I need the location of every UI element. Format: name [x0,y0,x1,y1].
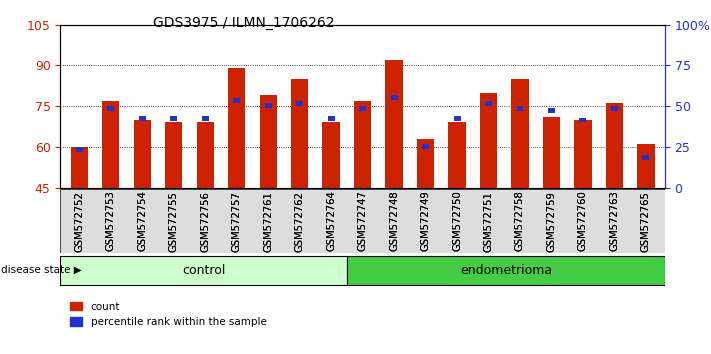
Bar [385,60,402,188]
Text: GSM572759: GSM572759 [547,191,557,252]
Bar [70,147,88,188]
Bar [454,116,461,121]
Text: GSM572753: GSM572753 [106,191,116,251]
Text: GSM572752: GSM572752 [75,191,85,252]
FancyBboxPatch shape [60,189,665,253]
Text: GSM572757: GSM572757 [232,191,242,252]
Bar [542,117,560,188]
Bar [171,116,177,121]
Text: GSM572765: GSM572765 [641,191,651,252]
Bar [643,155,649,160]
FancyBboxPatch shape [60,256,347,285]
Bar [291,79,309,188]
Bar [359,106,366,111]
Text: GSM572761: GSM572761 [263,191,273,252]
Bar [165,122,183,188]
Text: GSM572750: GSM572750 [452,191,462,251]
Text: GSM572750: GSM572750 [452,191,462,251]
Text: GSM572751: GSM572751 [483,191,493,252]
Text: GSM572753: GSM572753 [106,191,116,251]
Bar [323,122,340,188]
Text: GSM572747: GSM572747 [358,191,368,251]
Text: GSM572765: GSM572765 [641,191,651,252]
Text: GSM572748: GSM572748 [389,191,399,251]
Bar [390,95,397,100]
Bar [228,68,245,188]
Text: GSM572755: GSM572755 [169,191,178,252]
Bar [574,120,592,188]
Bar [76,147,82,152]
Text: GSM572752: GSM572752 [75,191,85,252]
Bar [637,144,655,188]
Text: GSM572764: GSM572764 [326,191,336,251]
Text: GSM572754: GSM572754 [137,191,147,251]
Bar [233,98,240,103]
Text: GSM572764: GSM572764 [326,191,336,251]
Text: GSM572762: GSM572762 [294,191,304,252]
Bar [328,116,335,121]
Bar [354,101,371,188]
Bar [422,144,429,149]
Bar [202,116,209,121]
Text: disease state ▶: disease state ▶ [1,265,82,275]
Bar [548,108,555,113]
Bar [102,101,119,188]
Bar [480,93,497,188]
Text: GSM572758: GSM572758 [515,191,525,251]
Text: GSM572760: GSM572760 [578,191,588,251]
Bar [516,106,523,111]
Bar [485,101,492,106]
Text: endometrioma: endometrioma [460,264,552,277]
Text: GSM572758: GSM572758 [515,191,525,251]
Bar [606,103,623,188]
Bar [511,79,529,188]
Bar [449,122,466,188]
Text: GSM572754: GSM572754 [137,191,147,251]
Bar [260,95,277,188]
Bar [417,139,434,188]
Text: control: control [182,264,225,277]
Text: GSM572756: GSM572756 [201,191,210,252]
Text: GDS3975 / ILMN_1706262: GDS3975 / ILMN_1706262 [153,16,334,30]
Text: GSM572756: GSM572756 [201,191,210,252]
Text: GSM572760: GSM572760 [578,191,588,251]
Text: GSM572761: GSM572761 [263,191,273,252]
Text: GSM572747: GSM572747 [358,191,368,251]
Bar [107,106,114,111]
Bar [296,101,303,106]
Text: GSM572749: GSM572749 [421,191,431,251]
Text: GSM572749: GSM572749 [421,191,431,251]
Bar [611,106,618,111]
FancyBboxPatch shape [347,256,665,285]
Bar [134,120,151,188]
Text: GSM572755: GSM572755 [169,191,178,252]
Text: GSM572763: GSM572763 [609,191,619,251]
Bar [579,118,587,122]
Bar [196,122,214,188]
Text: GSM572759: GSM572759 [547,191,557,252]
Legend: count, percentile rank within the sample: count, percentile rank within the sample [65,298,271,331]
Text: GSM572757: GSM572757 [232,191,242,252]
Text: GSM572751: GSM572751 [483,191,493,252]
Text: GSM572762: GSM572762 [294,191,304,252]
Text: GSM572763: GSM572763 [609,191,619,251]
Text: GSM572748: GSM572748 [389,191,399,251]
Bar [264,103,272,108]
Bar [139,116,146,121]
